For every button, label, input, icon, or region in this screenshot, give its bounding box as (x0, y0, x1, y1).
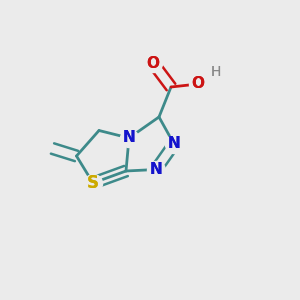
Text: O: O (146, 56, 160, 70)
Text: N: N (168, 136, 180, 152)
Text: O: O (191, 76, 205, 92)
Text: S: S (87, 174, 99, 192)
Text: H: H (211, 65, 221, 79)
Text: N: N (123, 130, 135, 146)
Text: N: N (150, 162, 162, 177)
Text: S: S (87, 174, 99, 192)
Text: N: N (150, 162, 162, 177)
Text: O: O (146, 56, 160, 70)
Text: H: H (211, 65, 221, 79)
Text: O: O (191, 76, 205, 92)
Text: N: N (123, 130, 135, 146)
Text: N: N (168, 136, 180, 152)
